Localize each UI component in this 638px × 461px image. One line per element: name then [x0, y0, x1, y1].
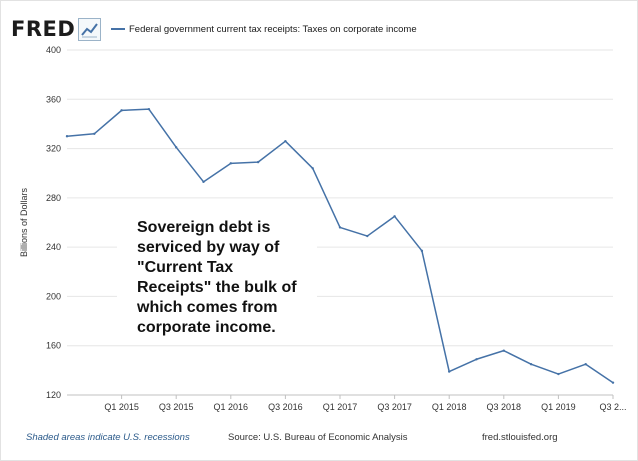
y-tick-label: 280 [46, 193, 61, 203]
chart-footer: Shaded areas indicate U.S. recessions So… [0, 428, 636, 448]
fred-logo-text: FRED [11, 17, 76, 41]
x-tick-label: Q1 2016 [214, 402, 249, 412]
x-tick-label: Q1 2019 [541, 402, 576, 412]
data-point [475, 358, 478, 361]
y-tick-label: 200 [46, 291, 61, 301]
y-tick-label: 240 [46, 242, 61, 252]
data-point [420, 249, 424, 253]
data-point [93, 132, 96, 135]
x-tick-label: Q1 2018 [432, 402, 467, 412]
data-point [256, 160, 260, 164]
data-point [65, 135, 69, 138]
trend-graph-icon [78, 17, 102, 41]
x-tick-label: Q1 2015 [104, 402, 139, 412]
data-point [502, 349, 505, 352]
data-point [366, 234, 369, 238]
legend-label: Federal government current tax receipts:… [129, 23, 417, 35]
y-tick-label: 120 [46, 390, 61, 400]
y-tick-label: 160 [46, 341, 61, 351]
data-point [611, 381, 615, 384]
legend-line-swatch [111, 28, 125, 30]
data-point [229, 162, 232, 165]
recession-note: Shaded areas indicate U.S. recessions [26, 432, 190, 443]
y-tick-label: 400 [46, 45, 61, 55]
y-tick-label: 320 [46, 144, 61, 154]
x-tick-label: Q3 2... [599, 402, 626, 412]
data-point [393, 215, 396, 218]
fred-logo[interactable]: FRED [11, 15, 102, 43]
x-tick-label: Q3 2018 [487, 402, 522, 412]
data-point [202, 180, 205, 184]
y-tick-label: 360 [46, 94, 61, 104]
data-point [311, 167, 314, 170]
data-point [529, 362, 533, 366]
data-point [338, 226, 342, 229]
data-point [175, 146, 178, 149]
chart-header: FRED Federal government current tax rece… [11, 15, 631, 43]
chart-legend: Federal government current tax receipts:… [111, 15, 417, 43]
data-point [284, 139, 287, 143]
x-tick-label: Q1 2017 [323, 402, 358, 412]
data-point [120, 109, 123, 112]
source-note: Source: U.S. Bureau of Economic Analysis [228, 432, 408, 443]
y-axis-label: Billions of Dollars [19, 187, 29, 257]
annotation-text-box: Sovereign debt is serviced by way of "Cu… [117, 212, 317, 344]
data-point [557, 372, 560, 376]
x-tick-label: Q3 2016 [268, 402, 303, 412]
x-tick-label: Q3 2015 [159, 402, 194, 412]
data-point [147, 107, 151, 111]
x-tick-label: Q3 2017 [377, 402, 412, 412]
site-url[interactable]: fred.stlouisfed.org [482, 432, 558, 443]
data-point [584, 362, 587, 366]
data-point [448, 370, 451, 373]
